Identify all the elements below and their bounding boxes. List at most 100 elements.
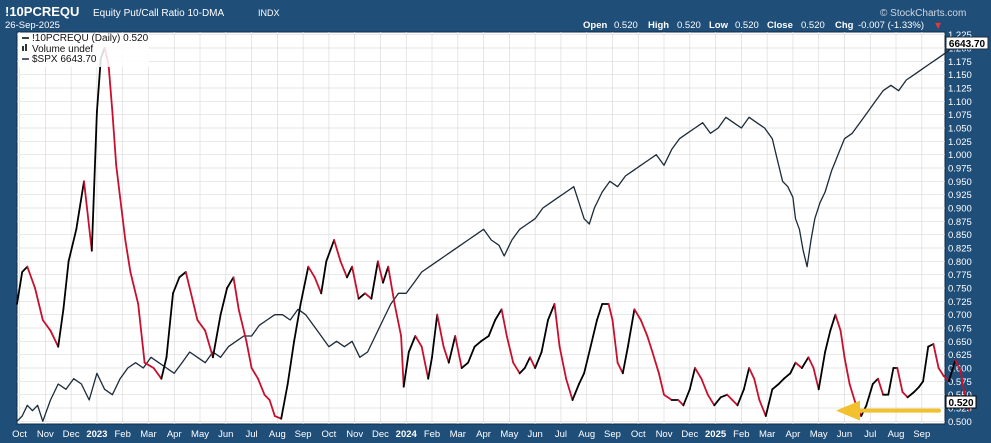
pcr-segment-down bbox=[268, 399, 276, 417]
pcr-segment-down bbox=[834, 313, 842, 332]
pcr-segment-down bbox=[191, 297, 199, 321]
pcr-segment-up bbox=[764, 388, 774, 417]
pcr-segment-down bbox=[505, 335, 515, 364]
date-label: 26-Sep-2025 bbox=[5, 20, 60, 31]
y-tick-label: 0.650 bbox=[948, 337, 972, 348]
pcr-segment-down bbox=[553, 303, 561, 348]
ohlc-high-value: 0.520 bbox=[677, 20, 701, 31]
y-tick-label: 0.675 bbox=[948, 324, 972, 335]
pcr-segment-down bbox=[339, 260, 348, 279]
y-tick-label: 0.525 bbox=[948, 404, 972, 415]
pcr-segment-up bbox=[596, 303, 604, 321]
pcr-segment-down bbox=[812, 367, 820, 391]
pcr-segment-down bbox=[753, 377, 761, 401]
x-month-label: Jun bbox=[837, 429, 852, 440]
pcr-segment-down bbox=[932, 343, 940, 369]
pcr-segment-down bbox=[111, 111, 118, 167]
x-year-label: 2023 bbox=[86, 429, 107, 440]
pcr-segment-down bbox=[500, 308, 508, 337]
x-month-label: Feb bbox=[733, 429, 749, 440]
legend: !10PCREQU (Daily) 0.520 Volume undef $SP… bbox=[19, 33, 149, 67]
y-tick-label: 0.900 bbox=[948, 204, 972, 215]
ohlc-low-label: Low bbox=[709, 20, 729, 31]
pcr-segment-down bbox=[129, 271, 140, 305]
pcr-segment-up bbox=[583, 345, 592, 375]
pcr-segment-up bbox=[571, 383, 580, 401]
x-month-label: Feb bbox=[424, 429, 440, 440]
pcr-segment-down bbox=[250, 367, 259, 380]
pcr-segment-down bbox=[529, 356, 536, 369]
y-tick-label: 0.725 bbox=[948, 297, 972, 308]
pcr-segment-down bbox=[633, 308, 642, 321]
y-tick-label: 0.950 bbox=[948, 177, 972, 188]
pcr-segment-down bbox=[420, 345, 430, 380]
x-month-label: May bbox=[500, 429, 518, 440]
y-tick-label: 1.075 bbox=[948, 110, 972, 121]
pcr-segment-down bbox=[677, 399, 685, 407]
pcr-segment-down bbox=[245, 340, 253, 369]
pcr-segment-up bbox=[829, 313, 837, 332]
pcr-segment-down bbox=[436, 313, 445, 348]
pcr-segment-up bbox=[16, 271, 24, 305]
ohlc-open-label: Open bbox=[583, 20, 607, 31]
pcr-last-value-box bbox=[945, 395, 977, 409]
arrow-head-icon bbox=[836, 400, 860, 421]
pcr-segment-down bbox=[119, 196, 127, 241]
pcr-segment-up bbox=[578, 372, 585, 385]
pcr-segment-down bbox=[454, 335, 463, 369]
pcr-segment-up bbox=[178, 271, 187, 279]
pcr-segment-up bbox=[518, 367, 526, 375]
x-month-label: Jul bbox=[555, 429, 567, 440]
pcr-segment-up bbox=[589, 319, 598, 348]
legend-spx-label: $SPX 6643.70 bbox=[32, 54, 97, 65]
exchange-label: INDX bbox=[258, 8, 280, 18]
x-month-label: Aug bbox=[269, 429, 286, 440]
pcr-segment-down bbox=[152, 367, 163, 380]
pcr-segment-down bbox=[663, 393, 673, 401]
y-axis-ticks: 1.2251.2001.1751.1501.1251.1001.0751.050… bbox=[948, 30, 972, 428]
pcr-segment-up bbox=[96, 57, 102, 113]
x-month-label: Dec bbox=[372, 429, 389, 440]
pcr-segment-up bbox=[783, 372, 792, 380]
pcr-segment-up bbox=[719, 393, 729, 399]
ohlc-high-label: High bbox=[648, 20, 669, 31]
pcr-segment-down bbox=[34, 287, 44, 321]
plot-area bbox=[16, 31, 946, 425]
pcr-segment-up bbox=[357, 292, 366, 300]
x-month-label: Feb bbox=[115, 429, 131, 440]
y-tick-label: 0.875 bbox=[948, 217, 972, 228]
x-month-label: Jul bbox=[245, 429, 257, 440]
pcr-segment-down bbox=[313, 276, 323, 295]
pcr-segment-down bbox=[49, 329, 60, 348]
pcr-segment-up bbox=[325, 239, 336, 263]
pcr-segment-up bbox=[280, 383, 289, 420]
pcr-segment-up bbox=[487, 319, 497, 337]
grid-lines bbox=[17, 32, 945, 424]
x-month-label: Apr bbox=[167, 429, 182, 440]
pcr-segment-down bbox=[616, 361, 624, 375]
pcr-segment-up bbox=[467, 345, 476, 364]
pcr-segment-up bbox=[75, 180, 85, 231]
pcr-segment-up bbox=[771, 383, 780, 391]
x-month-label: Jun bbox=[218, 429, 233, 440]
pcr-segment-up bbox=[21, 265, 29, 273]
y-tick-label: 0.925 bbox=[948, 190, 972, 201]
pcr-segment-down bbox=[400, 335, 405, 388]
pcr-segment-down bbox=[376, 260, 384, 284]
y-tick-label: 1.150 bbox=[948, 70, 972, 81]
y-tick-label: 0.575 bbox=[948, 377, 972, 388]
pcr-segment-up bbox=[743, 367, 750, 391]
pcr-segment-up bbox=[547, 303, 556, 321]
pcr-segment-up bbox=[906, 391, 915, 399]
y-tick-label: 0.825 bbox=[948, 244, 972, 255]
legend-pcr-label: !10PCREQU (Daily) 0.520 bbox=[32, 33, 149, 44]
pcr-segment-down bbox=[959, 369, 966, 393]
x-month-label: Oct bbox=[631, 429, 646, 440]
pcr-segment-down bbox=[307, 265, 316, 279]
pcr-segment-up bbox=[320, 260, 328, 295]
pcr-segment-down bbox=[124, 239, 132, 273]
pcr-segment-up bbox=[865, 383, 874, 407]
pcr-segment-down bbox=[263, 393, 271, 401]
pcr-segment-up bbox=[62, 260, 70, 311]
